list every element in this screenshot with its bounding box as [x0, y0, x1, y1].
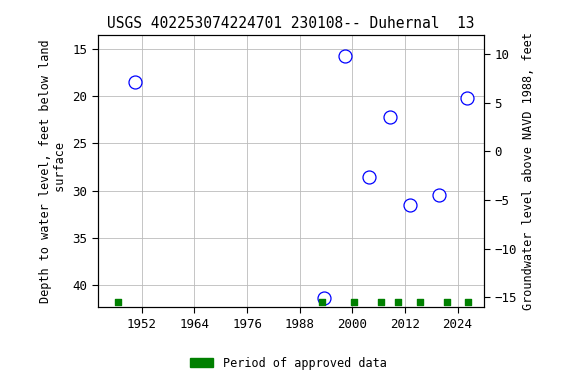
Point — [376, 300, 385, 306]
Y-axis label: Groundwater level above NAVD 1988, feet: Groundwater level above NAVD 1988, feet — [522, 32, 535, 310]
Point — [434, 192, 444, 199]
Point — [364, 174, 373, 180]
Point — [464, 300, 473, 306]
Point — [350, 300, 359, 306]
Point — [340, 53, 350, 60]
Point — [463, 95, 472, 101]
Point — [385, 114, 394, 120]
Title: USGS 402253074224701 230108-- Duhernal  13: USGS 402253074224701 230108-- Duhernal 1… — [107, 16, 475, 31]
Point — [131, 79, 140, 85]
Point — [394, 300, 403, 306]
Point — [319, 295, 328, 301]
Point — [113, 300, 122, 306]
Point — [317, 300, 326, 306]
Point — [416, 300, 425, 306]
Point — [406, 202, 415, 208]
Point — [442, 300, 451, 306]
Legend: Period of approved data: Period of approved data — [185, 352, 391, 374]
Y-axis label: Depth to water level, feet below land
 surface: Depth to water level, feet below land su… — [39, 39, 67, 303]
